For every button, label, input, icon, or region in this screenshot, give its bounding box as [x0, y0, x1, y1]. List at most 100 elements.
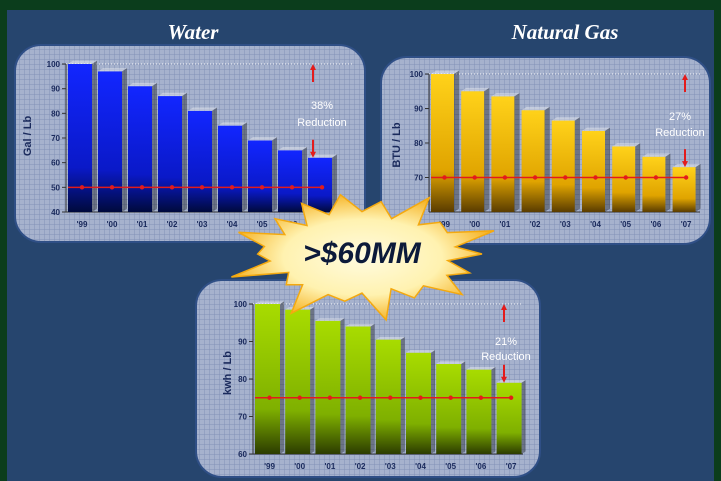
- electricity-x-tick-label: '03: [385, 462, 396, 471]
- electricity-target-marker: [327, 395, 333, 400]
- water-x-tick-label: '04: [227, 220, 238, 229]
- natural-gas-x-tick-label: '03: [560, 220, 571, 229]
- natural-gas-bar-face: [642, 156, 666, 212]
- water-y-tick-label: 80: [51, 109, 60, 118]
- natural-gas-x-tick-label: '01: [499, 220, 510, 229]
- electricity-bar-face: [406, 352, 431, 454]
- water-bar-side: [92, 60, 97, 212]
- water-target-marker: [109, 185, 115, 190]
- electricity-target-marker: [297, 395, 302, 400]
- electricity-bar-face: [375, 339, 401, 454]
- water-target-marker: [79, 185, 85, 190]
- water-bar-face: [218, 125, 242, 212]
- water-y-axis-label: Gal / Lb: [22, 116, 34, 157]
- natural-gas-reduction-arrows: [682, 74, 688, 168]
- natural-gas-y-tick-label: 70: [414, 174, 423, 183]
- electricity-bar-top: [406, 350, 435, 353]
- water-x-tick-label: '00: [107, 220, 118, 229]
- water-y-tick-label: 40: [51, 208, 60, 217]
- electricity-arrow-up-head: [501, 304, 507, 310]
- natural-gas-bar-face: [431, 74, 454, 212]
- water-bar: [308, 154, 337, 212]
- natural-gas-bar: [582, 127, 610, 212]
- natural-gas-y-tick-label: 100: [410, 70, 424, 79]
- natural-gas-bar: [521, 106, 550, 212]
- natural-gas-x-tick-label: '00: [469, 220, 480, 229]
- electricity-target-marker: [388, 395, 393, 400]
- electricity-bar-top: [255, 301, 284, 304]
- natural-gas-x-tick-label: '02: [530, 220, 541, 229]
- electricity-bar: [255, 301, 284, 454]
- electricity-bar-top: [345, 323, 375, 327]
- electricity-x-tick-label: '06: [475, 462, 486, 471]
- water-bar-top: [308, 154, 337, 158]
- electricity-bar-top: [315, 318, 345, 321]
- water-bar-side: [242, 122, 247, 212]
- natural-gas-bar-top: [582, 127, 610, 131]
- water-bar: [188, 107, 217, 212]
- natural-gas-bar-top: [551, 117, 580, 121]
- water-title: Water: [168, 20, 220, 44]
- natural-gas-target-marker: [593, 175, 598, 180]
- water-target-marker: [259, 185, 265, 190]
- burst-shape: [231, 193, 495, 322]
- natural-gas-bar-face: [672, 167, 696, 212]
- water-bar-top: [188, 107, 217, 111]
- electricity-bar: [285, 306, 315, 454]
- electricity-bar-face: [315, 320, 341, 454]
- savings-headline: >$60MM: [303, 237, 422, 270]
- water-target-marker: [289, 185, 295, 190]
- water-bar-top: [68, 60, 97, 64]
- water-x-tick-label: '05: [257, 220, 268, 229]
- electricity-bar-side: [491, 366, 496, 454]
- water-target-marker: [229, 185, 235, 190]
- natural-gas-y-tick-label: 90: [414, 105, 423, 114]
- water-bar-top: [128, 82, 157, 87]
- electricity-chart: kwh / Lb 60 70 80 90 100 '99 '00 '01 '02 '03 '04 '0…: [195, 279, 541, 478]
- water-bar: [248, 137, 277, 212]
- water-target-marker: [319, 185, 325, 190]
- natural-gas-bar-top: [491, 93, 520, 97]
- natural-gas-x-tick-label: '06: [650, 220, 661, 229]
- natural-gas-arrow-up-head: [682, 74, 688, 80]
- natural-gas-bar-side: [665, 153, 671, 212]
- natural-gas-x-tick-label: '04: [590, 220, 601, 229]
- savings-burst: >$60MM: [231, 193, 495, 322]
- water-bar-side: [302, 147, 307, 212]
- water-bar-face: [128, 86, 152, 212]
- natural-gas-bar: [431, 70, 459, 213]
- natural-gas-bar-top: [431, 70, 459, 74]
- water-target-marker: [169, 185, 175, 190]
- water-bar: [278, 147, 307, 212]
- electricity-reduction-arrows: [501, 304, 507, 383]
- water-bar-face: [158, 96, 182, 212]
- water-y-tick-label: 50: [51, 183, 60, 192]
- water-x-tick-label: '01: [137, 220, 148, 229]
- electricity-arrow-down-head: [501, 376, 507, 383]
- natural-gas-bar-face: [491, 96, 515, 212]
- water-bar-side: [122, 68, 127, 212]
- electricity-bar-face: [466, 369, 492, 454]
- electricity-target-marker: [448, 395, 453, 400]
- natural-gas-bar-face: [551, 120, 575, 212]
- natural-gas-bar-side: [695, 163, 701, 212]
- electricity-bar: [496, 380, 526, 454]
- electricity-bar-side: [280, 301, 284, 454]
- electricity-bar: [315, 318, 345, 454]
- water-bar: [158, 92, 187, 212]
- electricity-y-tick-label: 70: [238, 413, 247, 422]
- water-x-tick-label: '02: [167, 220, 178, 229]
- electricity-target-marker: [508, 395, 514, 400]
- natural-gas-chart: BTU / Lb 70 80 90 100 '99 '00 '01 '02 '03 '04 '05 '…: [380, 56, 711, 245]
- water-bar-side: [152, 82, 157, 212]
- electricity-y-tick-label: 100: [234, 300, 248, 309]
- natural-gas-y-tick-label: 80: [414, 139, 423, 148]
- natural-gas-bar: [551, 117, 580, 212]
- natural-gas-bar-top: [672, 163, 701, 168]
- water-target-marker: [139, 185, 145, 190]
- water-reduction-percent: 38%: [311, 100, 333, 112]
- natural-gas-target-marker: [442, 175, 447, 180]
- water-bar-side: [272, 137, 277, 212]
- electricity-y-axis-label: kwh / Lb: [222, 351, 234, 395]
- electricity-bar: [406, 350, 435, 454]
